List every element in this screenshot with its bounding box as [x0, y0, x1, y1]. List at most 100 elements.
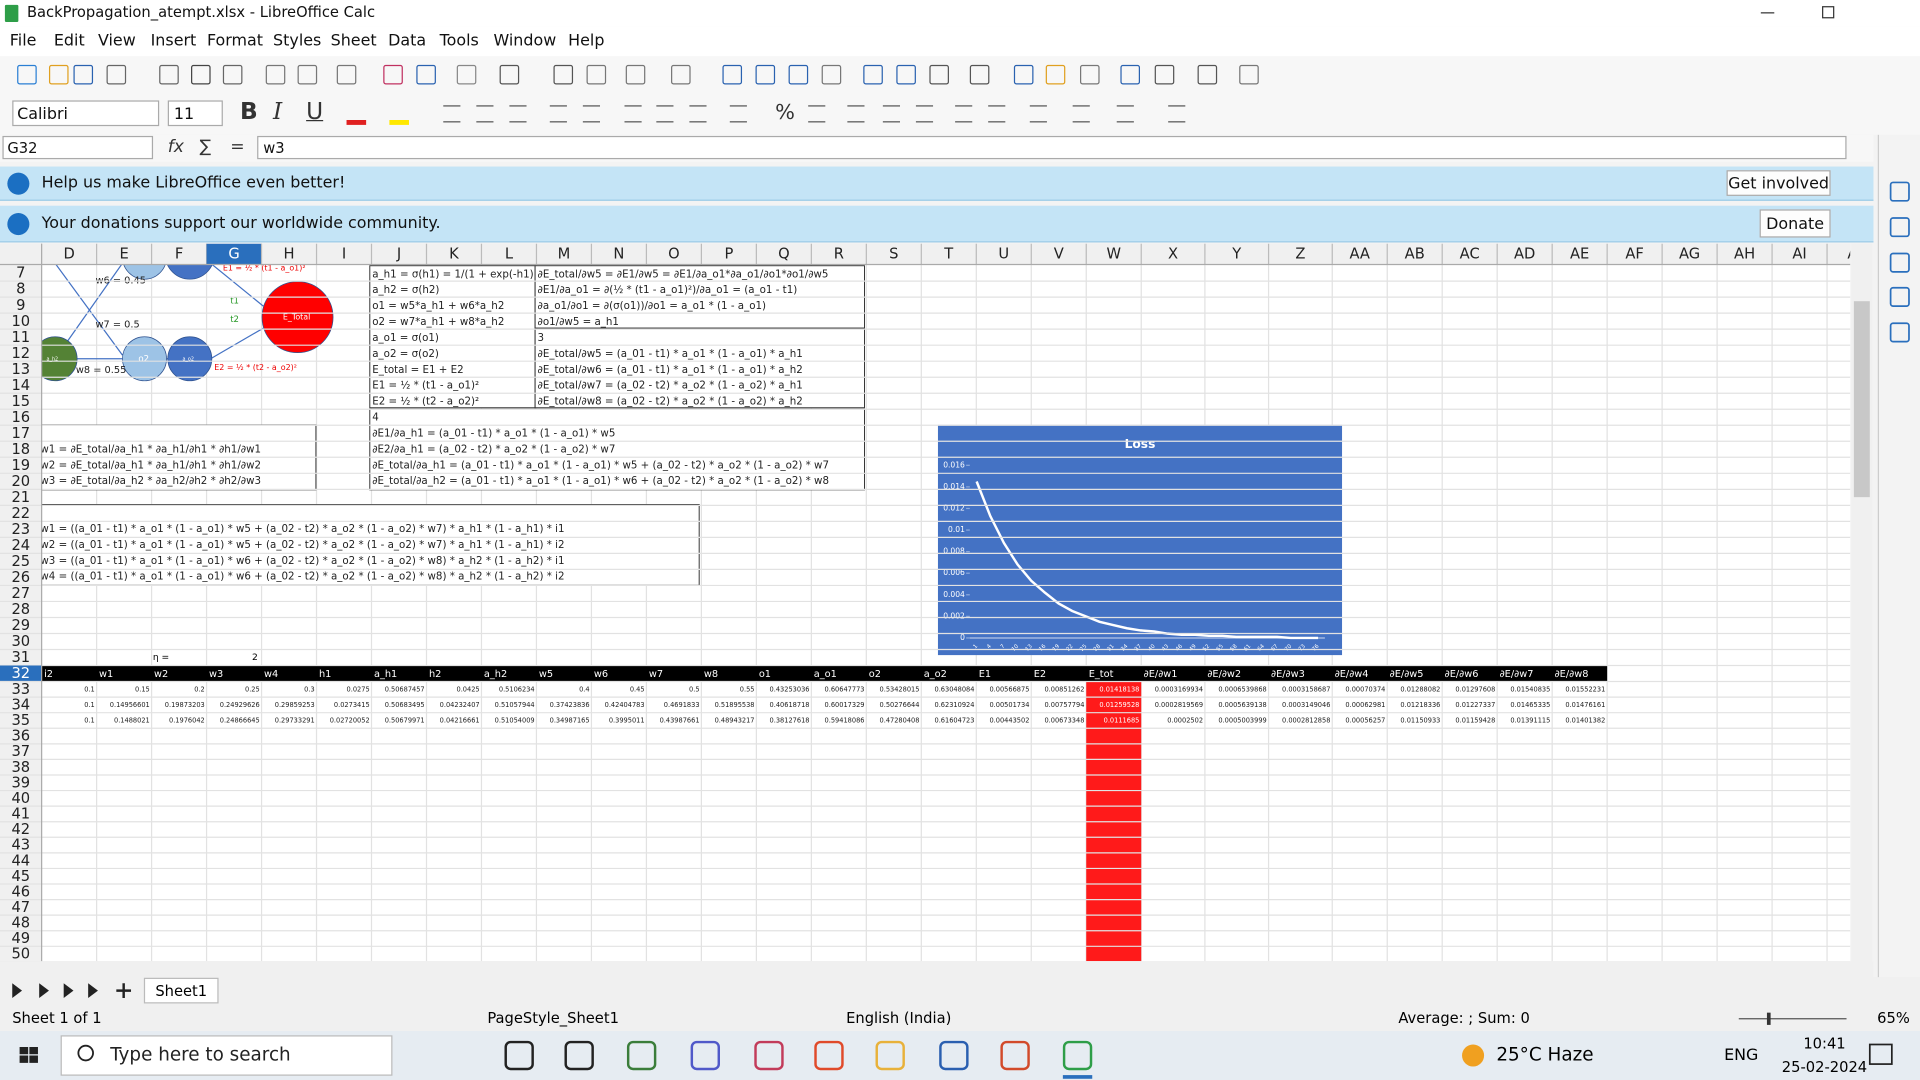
toolbar-button[interactable]: [582, 105, 600, 123]
minimize[interactable]: [1760, 12, 1775, 14]
menu-item[interactable]: Edit: [53, 31, 85, 51]
taskbar-app[interactable]: [1062, 1040, 1093, 1071]
toolbar-button[interactable]: [863, 64, 883, 85]
toolbar-button[interactable]: [821, 64, 842, 85]
taskbar-app[interactable]: [814, 1040, 844, 1071]
toolbar-button[interactable]: [969, 64, 990, 85]
toolbar-button[interactable]: [788, 64, 809, 85]
tab-nav[interactable]: [39, 983, 49, 998]
infobar-button[interactable]: Donate: [1759, 209, 1831, 238]
start-button[interactable]: [19, 1046, 38, 1063]
toolbar-button[interactable]: [1116, 105, 1134, 123]
formula-input[interactable]: w3: [257, 135, 1847, 160]
toolbar-button[interactable]: [1080, 64, 1100, 85]
toolbar-button[interactable]: [915, 105, 934, 123]
percent-button[interactable]: %: [775, 100, 795, 125]
toolbar-button[interactable]: [73, 64, 94, 85]
infobar-button[interactable]: Get involved: [1726, 170, 1831, 196]
sidebar-button[interactable]: [1889, 286, 1910, 307]
toolbar-button[interactable]: [476, 105, 494, 123]
menu-item[interactable]: Sheet: [330, 31, 377, 51]
menu-item[interactable]: View: [97, 31, 136, 51]
format-button[interactable]: U: [306, 97, 324, 125]
toolbar-button[interactable]: [988, 105, 1006, 123]
toolbar-button[interactable]: [929, 64, 949, 85]
taskbar-app[interactable]: [690, 1040, 721, 1071]
toolbar-button[interactable]: [336, 64, 357, 85]
formula-icon[interactable]: fx: [167, 137, 184, 157]
toolbar-button[interactable]: [847, 105, 865, 123]
taskbar-app[interactable]: [504, 1040, 534, 1071]
tab-nav[interactable]: [63, 983, 74, 998]
toolbar-button[interactable]: [722, 64, 743, 85]
menu-item[interactable]: Format: [206, 31, 264, 51]
notifications[interactable]: [1868, 1043, 1893, 1065]
menu-item[interactable]: Help: [568, 31, 605, 51]
toolbar-button[interactable]: [191, 64, 211, 85]
toolbar-button[interactable]: [896, 64, 916, 85]
toolbar-button[interactable]: [48, 64, 69, 85]
toolbar-button[interactable]: [1045, 64, 1066, 85]
toolbar-button[interactable]: [222, 64, 243, 85]
font-size-box[interactable]: 11: [167, 100, 223, 127]
taskbar-app[interactable]: [754, 1040, 784, 1071]
toolbar-button[interactable]: [553, 64, 574, 85]
toolbar-button[interactable]: [729, 105, 747, 123]
sheet-tab-bg[interactable]: [143, 977, 219, 1004]
toolbar-button[interactable]: [1120, 64, 1140, 85]
toolbar-button[interactable]: [1013, 64, 1034, 85]
toolbar-button[interactable]: [1197, 64, 1218, 85]
toolbar-button[interactable]: [549, 105, 567, 123]
toolbar-button[interactable]: [955, 105, 973, 123]
menu-item[interactable]: File: [9, 31, 37, 51]
toolbar-button[interactable]: [383, 64, 403, 85]
toolbar-button[interactable]: [159, 64, 179, 85]
menu-item[interactable]: Window: [493, 31, 557, 51]
search-box[interactable]: [60, 1035, 393, 1076]
toolbar-button[interactable]: [17, 64, 37, 85]
toolbar-button[interactable]: [297, 64, 318, 85]
taskbar-app[interactable]: [626, 1040, 657, 1071]
toolbar-button[interactable]: [808, 105, 826, 123]
toolbar-button[interactable]: [624, 105, 642, 123]
toolbar-button[interactable]: [625, 64, 646, 85]
sidebar-button[interactable]: [1889, 322, 1910, 343]
add-sheet[interactable]: [116, 983, 132, 998]
taskbar-app[interactable]: [564, 1040, 594, 1071]
toolbar-button[interactable]: [671, 64, 691, 85]
formula-icon[interactable]: ∑: [199, 137, 212, 157]
toolbar-button[interactable]: [1072, 105, 1090, 123]
zoom-thumb[interactable]: [1766, 1012, 1771, 1025]
menu-item[interactable]: Data: [388, 31, 427, 51]
toolbar-button[interactable]: [586, 64, 607, 85]
toolbar-button[interactable]: [1029, 105, 1047, 123]
menu-item[interactable]: Tools: [439, 31, 479, 51]
toolbar-button[interactable]: [1168, 105, 1186, 123]
toolbar-button[interactable]: [1239, 64, 1259, 85]
taskbar-app[interactable]: [875, 1040, 905, 1071]
toolbar-button[interactable]: [755, 64, 776, 85]
toolbar-button[interactable]: [456, 64, 477, 85]
toolbar-button[interactable]: [265, 64, 286, 85]
tab-nav[interactable]: [88, 983, 98, 998]
format-button[interactable]: I: [273, 97, 283, 125]
formula-icon[interactable]: =: [230, 137, 245, 157]
taskbar-app[interactable]: [939, 1040, 969, 1071]
taskbar-app[interactable]: [1000, 1040, 1030, 1071]
sidebar-button[interactable]: [1889, 181, 1910, 202]
format-button[interactable]: B: [240, 97, 258, 125]
sidebar-button[interactable]: [1889, 217, 1910, 238]
toolbar-button[interactable]: [1154, 64, 1175, 85]
toolbar-button[interactable]: [499, 64, 520, 85]
sidebar-button[interactable]: [1889, 252, 1910, 273]
font-color[interactable]: [346, 120, 367, 125]
menu-item[interactable]: Insert: [150, 31, 197, 51]
toolbar-button[interactable]: [882, 105, 900, 123]
name-box[interactable]: G32: [2, 135, 154, 160]
toolbar-button[interactable]: [443, 105, 461, 123]
menu-item[interactable]: Styles: [273, 31, 322, 51]
maximize[interactable]: [1822, 6, 1835, 19]
toolbar-button[interactable]: [689, 105, 707, 123]
toolbar-button[interactable]: [106, 64, 127, 85]
toolbar-button[interactable]: [656, 105, 674, 123]
